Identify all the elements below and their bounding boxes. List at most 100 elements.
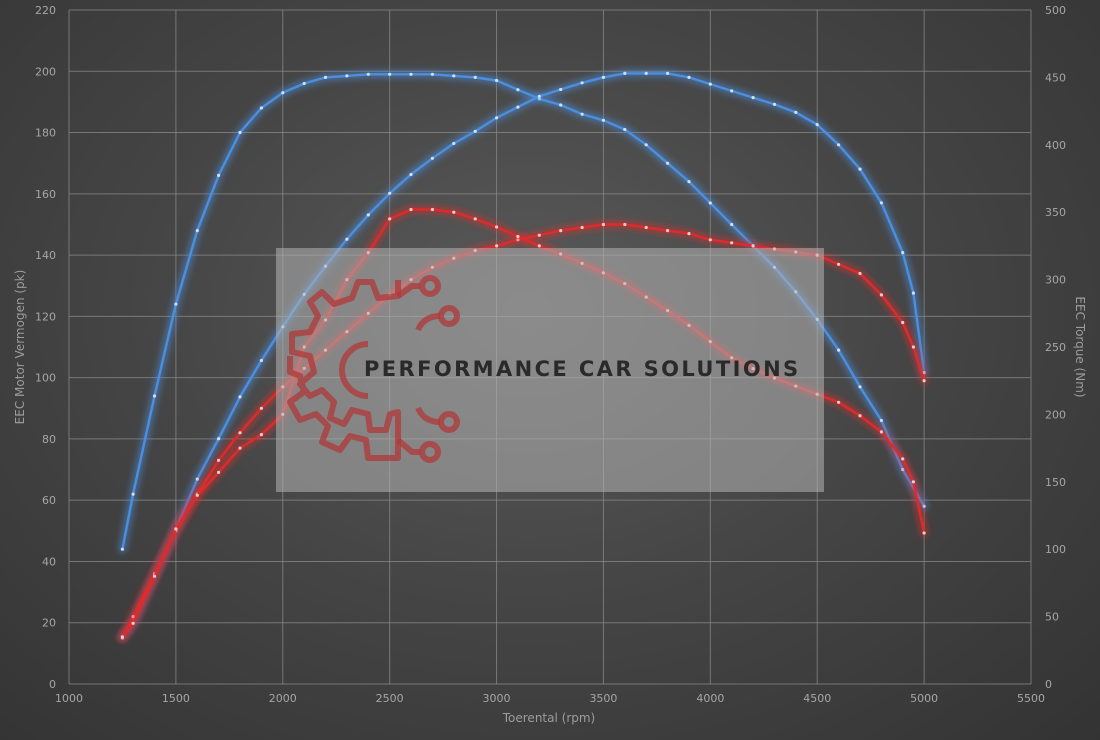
data-point	[879, 201, 884, 205]
data-point	[666, 161, 670, 165]
tick-labels: 1000 1500 2000 2500 3000 3500 4000 4500 5000 5500…	[35, 4, 1066, 705]
data-point	[644, 225, 648, 230]
data-point	[879, 418, 884, 423]
data-point	[730, 241, 734, 245]
y2-tick-label: 500	[1045, 4, 1066, 17]
data-point	[858, 385, 862, 389]
data-point	[174, 302, 178, 306]
data-point	[302, 81, 306, 86]
data-point	[580, 225, 584, 230]
data-point	[120, 547, 124, 551]
data-point	[922, 379, 926, 383]
data-point	[879, 430, 884, 434]
data-point	[858, 167, 862, 171]
data-point	[473, 129, 477, 133]
data-point	[259, 433, 263, 437]
y2-tick-label: 150	[1045, 476, 1066, 489]
data-point	[537, 94, 541, 98]
data-point	[911, 480, 916, 484]
data-point	[430, 72, 434, 76]
y2-tick-label: 300	[1045, 274, 1066, 287]
gear-circuit-icon	[287, 275, 460, 463]
data-point	[687, 180, 691, 184]
data-point	[388, 72, 392, 76]
data-point	[623, 71, 627, 75]
data-point	[120, 635, 124, 639]
y-tick-label: 120	[35, 310, 56, 323]
data-point	[601, 75, 606, 79]
x-tick-label: 2000	[269, 692, 297, 705]
data-point	[238, 431, 242, 435]
data-point	[772, 102, 777, 106]
y-tick-label: 0	[49, 678, 56, 691]
x-tick-label: 3000	[483, 692, 511, 705]
data-point	[708, 82, 712, 86]
data-point	[345, 74, 349, 78]
y-tick-label: 140	[35, 249, 56, 262]
data-point	[366, 213, 370, 217]
data-point	[751, 96, 755, 100]
data-point	[537, 244, 541, 248]
data-point	[473, 75, 477, 79]
brand-text: PERFORMANCE CAR SOLUTIONS	[364, 357, 801, 381]
data-point	[837, 262, 841, 266]
data-point	[708, 238, 712, 242]
series-line	[121, 72, 926, 638]
y-tick-label: 200	[35, 65, 56, 78]
data-point	[131, 492, 135, 496]
data-point	[238, 395, 242, 399]
data-point	[388, 217, 392, 221]
y2-tick-label: 0	[1045, 678, 1052, 691]
data-point	[195, 229, 199, 233]
data-point	[452, 210, 456, 214]
y-tick-label: 100	[35, 372, 56, 385]
data-point	[452, 74, 456, 78]
data-point	[922, 504, 926, 508]
data-point	[152, 394, 157, 398]
y2-tick-label: 350	[1045, 206, 1066, 219]
data-point	[537, 233, 541, 237]
watermark-logo: PERFORMANCE CAR SOLUTIONS	[276, 248, 824, 492]
data-point	[601, 222, 606, 227]
y-tick-label: 220	[35, 4, 56, 17]
data-point	[516, 234, 520, 239]
data-point	[452, 141, 456, 146]
data-point	[345, 237, 349, 241]
data-point	[430, 207, 434, 212]
y2-tick-label: 450	[1045, 71, 1066, 84]
data-point	[901, 457, 905, 461]
data-point	[580, 112, 584, 116]
data-point	[623, 127, 627, 132]
data-point	[217, 470, 221, 474]
data-point	[687, 75, 691, 79]
data-point	[409, 72, 413, 76]
y-axis-title: EEC Motor Vermogen (pk)	[13, 270, 27, 425]
x-tick-label: 5500	[1017, 692, 1045, 705]
data-point	[259, 106, 263, 110]
data-point	[516, 105, 520, 109]
data-point	[901, 320, 905, 325]
data-point	[174, 527, 178, 531]
y-tick-label: 160	[35, 188, 56, 201]
y-tick-label: 40	[42, 555, 56, 568]
data-point	[388, 191, 392, 195]
x-tick-label: 1500	[162, 692, 190, 705]
data-point	[195, 493, 199, 497]
data-point	[559, 87, 563, 92]
data-point	[644, 71, 648, 75]
data-point	[281, 91, 285, 95]
y2-tick-label: 50	[1045, 611, 1059, 624]
data-point	[495, 244, 499, 248]
x-tick-label: 5000	[910, 692, 938, 705]
data-point	[559, 103, 563, 107]
data-point	[837, 400, 841, 404]
y2-tick-label: 200	[1045, 408, 1066, 421]
data-point	[259, 406, 263, 410]
data-point	[495, 78, 499, 83]
data-point	[730, 89, 734, 93]
data-point	[751, 244, 755, 248]
data-point	[366, 72, 370, 76]
y2-tick-label: 100	[1045, 543, 1066, 556]
